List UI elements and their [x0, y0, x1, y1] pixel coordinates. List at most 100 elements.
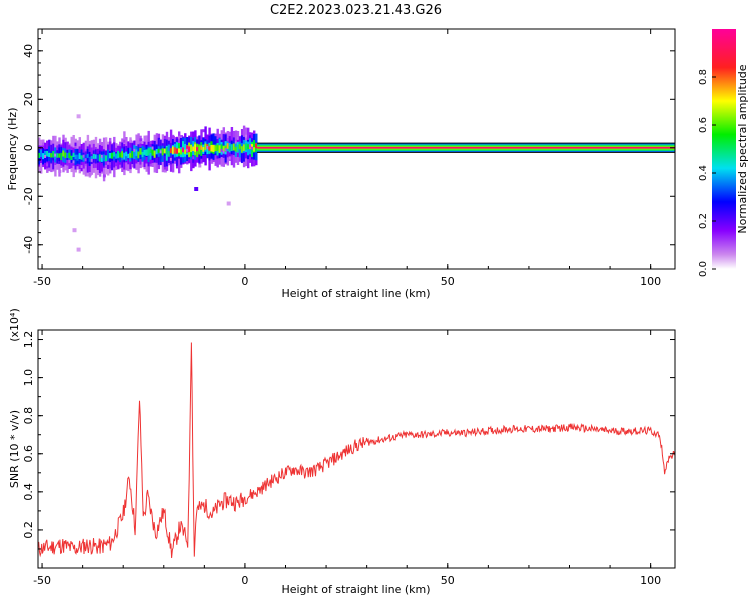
spectrogram-cell: [204, 143, 207, 150]
spectrogram-cell: [44, 155, 48, 158]
spectrogram-panel: -50 0 50 100 -40 -20 0 20 40 Height of straight …: [6, 28, 676, 300]
spectrogram-cell: [145, 149, 148, 156]
spectrogram-cell: [127, 153, 130, 159]
spectrogram-cell: [228, 156, 232, 160]
colorbar-tick-label: 0.8: [698, 69, 709, 85]
spectrogram-cell: [54, 153, 58, 157]
spectrogram-outlier: [72, 228, 77, 233]
spectrogram-cell: [242, 144, 246, 151]
snr-xlabel: Height of straight line (km): [281, 583, 430, 596]
colorbar-tick-label: 0.2: [698, 213, 709, 229]
colorbar-ticks: 0.0 0.2 0.4 0.6 0.8: [698, 69, 716, 277]
spectrogram-cell: [251, 146, 254, 150]
spectrogram-cell: [60, 152, 63, 161]
spectrogram-cell: [68, 159, 72, 163]
chart-title: C2E2.2023.023.21.43.G26: [270, 3, 442, 18]
spectrogram-cell: [180, 135, 183, 138]
spectrogram-ylabel: Frequency (Hz): [6, 108, 19, 191]
spectrogram-cell: [202, 147, 205, 152]
spectrogram-frame: [37, 28, 676, 270]
spectrogram-cell: [46, 163, 50, 167]
spectrogram-cell: [62, 150, 65, 157]
x-tick-label: 100: [640, 275, 661, 288]
spectrogram-cell: [206, 145, 209, 155]
x-tick-label: -50: [33, 275, 51, 288]
spectrogram-cell: [178, 135, 181, 139]
y-tick-label: -40: [22, 236, 35, 254]
spectrogram-cell: [238, 144, 242, 150]
spectrogram-cell: [155, 136, 159, 140]
spectrogram-cell: [234, 146, 238, 152]
spectrogram-cell: [84, 154, 88, 160]
spectrogram-cell: [173, 147, 177, 154]
spectrogram-cell: [121, 169, 125, 172]
spectrogram-cell: [80, 165, 84, 169]
spectrogram-cell: [125, 152, 128, 157]
y-tick-label: 1.2: [22, 331, 35, 349]
spectrogram-cell: [72, 160, 76, 164]
spectrogram-cell: [247, 144, 250, 150]
snr-marks: [38, 342, 675, 559]
spectrogram-outlier: [194, 187, 199, 191]
spectrogram-cell: [98, 154, 102, 162]
spectrogram-cell: [198, 146, 201, 152]
spectrogram-cell: [58, 169, 62, 173]
spectrogram-cell: [96, 154, 100, 161]
spectrogram-cell: [180, 149, 183, 155]
spectrogram-cell: [46, 150, 49, 157]
spectrogram-cell: [157, 148, 161, 153]
spectrogram-cell: [255, 143, 258, 149]
spectrogram-cell: [44, 150, 47, 158]
spectrogram-cell: [139, 138, 143, 142]
spectrogram-cell: [100, 156, 104, 162]
spectrogram-cell: [48, 152, 51, 157]
spectrogram-cell: [151, 146, 155, 150]
spectrogram-cell: [82, 155, 85, 162]
spectrogram-cell: [121, 151, 124, 158]
spectrogram-cell: [133, 151, 136, 159]
spectrogram-cell: [42, 142, 46, 146]
spectrogram-cell: [129, 139, 133, 143]
spectrogram-cell: [218, 145, 221, 153]
spectrogram-ticks: -50 0 50 100 -40 -20 0 20 40: [22, 29, 675, 288]
spectrogram-cell: [82, 154, 86, 158]
x-tick-label: 100: [640, 574, 661, 587]
spectrogram-cell: [76, 154, 79, 161]
spectrogram-cell: [244, 143, 248, 151]
spectrogram-outlier: [76, 114, 81, 119]
y-tick-label: 20: [22, 92, 35, 106]
spectrogram-cell: [224, 148, 228, 152]
spectrogram-cell: [86, 153, 90, 158]
spectrogram-cell: [72, 153, 75, 163]
spectrogram-cell: [222, 150, 226, 154]
spectrogram-cell: [198, 164, 202, 168]
spectrogram-cell: [208, 146, 211, 151]
spectrogram-cell: [182, 147, 185, 153]
spectrogram-cell: [228, 146, 232, 151]
spectrogram-cell: [206, 146, 210, 149]
spectrogram-cell: [74, 145, 78, 149]
spectrogram-cell: [169, 148, 173, 154]
spectrogram-cell: [131, 151, 134, 158]
spectrogram-cell: [66, 152, 69, 159]
spectrogram-cell: [194, 144, 197, 152]
spectrogram-cell: [244, 134, 248, 138]
snr-line: [38, 342, 675, 559]
spectrogram-cell: [222, 145, 225, 152]
spectrogram-cell: [149, 148, 152, 153]
spectrogram-cell: [159, 150, 163, 154]
spectrogram-cell: [115, 153, 118, 159]
spectrogram-cell: [133, 148, 137, 152]
spectrogram-cell: [178, 148, 181, 153]
spectrogram-cell: [104, 164, 108, 168]
spectrogram-cell: [220, 148, 224, 152]
y-tick-label: 0: [22, 144, 35, 151]
spectrogram-cell: [68, 152, 71, 159]
spectrogram-cell: [137, 151, 140, 159]
spectrogram-cell: [192, 146, 195, 151]
spectrogram-cell: [212, 144, 215, 153]
spectrogram-cell: [216, 144, 219, 151]
spectrogram-cell: [102, 174, 106, 178]
colorbar-gradient: [712, 29, 736, 269]
spectrogram-cell: [139, 148, 142, 155]
